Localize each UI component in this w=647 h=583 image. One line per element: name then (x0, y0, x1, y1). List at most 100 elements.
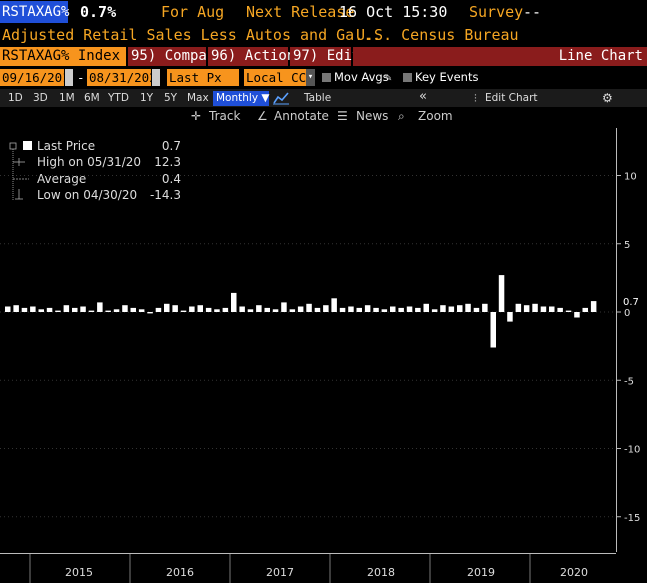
period-max[interactable]: Max (187, 92, 209, 104)
bar (247, 309, 254, 312)
y-tick-label: 10 (624, 172, 637, 183)
bar (164, 303, 170, 312)
bar (473, 307, 480, 312)
pencil-icon[interactable]: ✎ (385, 71, 392, 84)
bar (348, 306, 354, 312)
last-value-tag (618, 295, 647, 309)
start-date-value: 09/16/2014 (2, 70, 78, 85)
bar (231, 292, 237, 312)
bar (46, 307, 53, 312)
end-date-picker-icon[interactable] (152, 69, 160, 86)
period-6m[interactable]: 6M (84, 92, 100, 104)
bar (289, 309, 296, 312)
bar (515, 303, 522, 312)
compare-button[interactable]: 95) Compare (128, 47, 224, 66)
key-events-label: Key Events (415, 70, 479, 84)
bar (507, 312, 513, 322)
start-date-field[interactable]: 09/16/2014 (0, 69, 77, 86)
field-select-value: Last Px (169, 70, 222, 85)
annotate-icon[interactable]: ∠ (257, 109, 268, 123)
bar-chart[interactable] (0, 128, 616, 552)
period-1y[interactable]: 1Y (140, 92, 154, 104)
bar (423, 303, 429, 312)
bar (155, 307, 162, 312)
x-tick-label: 2019 (467, 566, 495, 579)
x-tick-label: 2020 (560, 566, 588, 579)
bar (574, 312, 580, 318)
legend-low-label: Low on 04/30/20 (37, 188, 138, 202)
bar (63, 305, 70, 312)
field-select[interactable]: Last Px (167, 69, 239, 86)
bar (465, 303, 471, 312)
bar (381, 309, 388, 312)
period-1d[interactable]: 1D (8, 92, 23, 104)
bar (256, 305, 262, 312)
last-value: 0.7% (80, 3, 117, 21)
currency-select[interactable]: Local CCY (244, 69, 314, 86)
news-icon[interactable]: ☰ (337, 109, 348, 123)
bar (457, 305, 463, 312)
ticker-symbol: RSTAXAG% (0, 1, 69, 23)
end-date-field[interactable]: 08/31/2020 (87, 69, 164, 86)
bar (189, 306, 195, 312)
bar (55, 310, 61, 312)
legend-high-value: 12.3 (154, 155, 181, 169)
bar (297, 306, 304, 312)
edit-button[interactable]: 97) Edit ▾ (290, 47, 377, 66)
collapse-icon[interactable]: « (419, 89, 427, 104)
line-chart-icon[interactable] (273, 91, 289, 106)
start-date-picker-icon[interactable] (65, 69, 73, 86)
y-tick-label: -5 (624, 376, 634, 387)
bar (147, 312, 153, 314)
settings-gear-icon[interactable]: ⚙ (602, 91, 613, 105)
y-axis: 10 5 0 -5 -10 -15 0.7 (616, 128, 647, 552)
bar (373, 307, 379, 312)
zoom-button[interactable]: Zoom (418, 109, 453, 123)
table-button[interactable]: Table (304, 92, 332, 104)
bar (448, 306, 455, 312)
bar (272, 309, 279, 312)
bar (532, 303, 538, 312)
legend-low-value: -14.3 (149, 188, 181, 202)
bar (306, 303, 312, 312)
period-ytd[interactable]: YTD (108, 92, 129, 104)
key-events-checkbox[interactable] (403, 73, 412, 82)
bar (406, 306, 413, 312)
bar (21, 307, 28, 312)
y-tick-label: 5 (624, 240, 630, 251)
bar (13, 305, 19, 312)
survey-value: -- (523, 3, 542, 21)
period-3d[interactable]: 3D (33, 92, 48, 104)
edit-chart-icon[interactable]: ⫶ (474, 92, 477, 105)
security-description: Adjusted Retail Sales Less Autos and Ga.… (2, 26, 382, 44)
edit-chart-button[interactable]: Edit Chart (485, 92, 538, 104)
bar (523, 305, 530, 312)
track-button[interactable]: Track (209, 109, 241, 123)
bar (314, 307, 321, 312)
track-icon[interactable]: ✛ (191, 109, 202, 123)
legend-last-price-label: Last Price (37, 139, 96, 153)
bar (97, 302, 103, 312)
bar (38, 309, 44, 312)
for-label: For Aug (161, 3, 225, 21)
actions-button[interactable]: 96) Actions ▾ (208, 47, 321, 66)
bar (5, 306, 11, 312)
currency-dropdown-icon[interactable]: ▾ (306, 69, 315, 86)
bar (364, 305, 371, 312)
bar (390, 306, 396, 312)
bar (498, 275, 505, 312)
bar (549, 306, 555, 312)
security-field[interactable]: RSTAXAG% Index (0, 47, 126, 66)
news-button[interactable]: News (356, 109, 389, 123)
legend-high-label: High on 05/31/20 (37, 155, 142, 169)
annotate-button[interactable]: Annotate (274, 109, 329, 123)
frequency-select[interactable]: Monthly ▼ (213, 91, 269, 106)
period-5y[interactable]: 5Y (164, 92, 178, 104)
function-toolbar: RSTAXAG% Index 95) Compare 96) Actions ▾… (0, 46, 647, 67)
mov-avgs-checkbox[interactable] (322, 73, 331, 82)
next-release-value: 16 Oct 15:30 (339, 3, 448, 21)
zoom-icon[interactable]: ⌕ (398, 109, 405, 123)
chart-legend: Last Price 0.7 High on 05/31/20 12.3 Ave… (7, 137, 187, 207)
period-1m[interactable]: 1M (59, 92, 75, 104)
bar (197, 305, 203, 312)
